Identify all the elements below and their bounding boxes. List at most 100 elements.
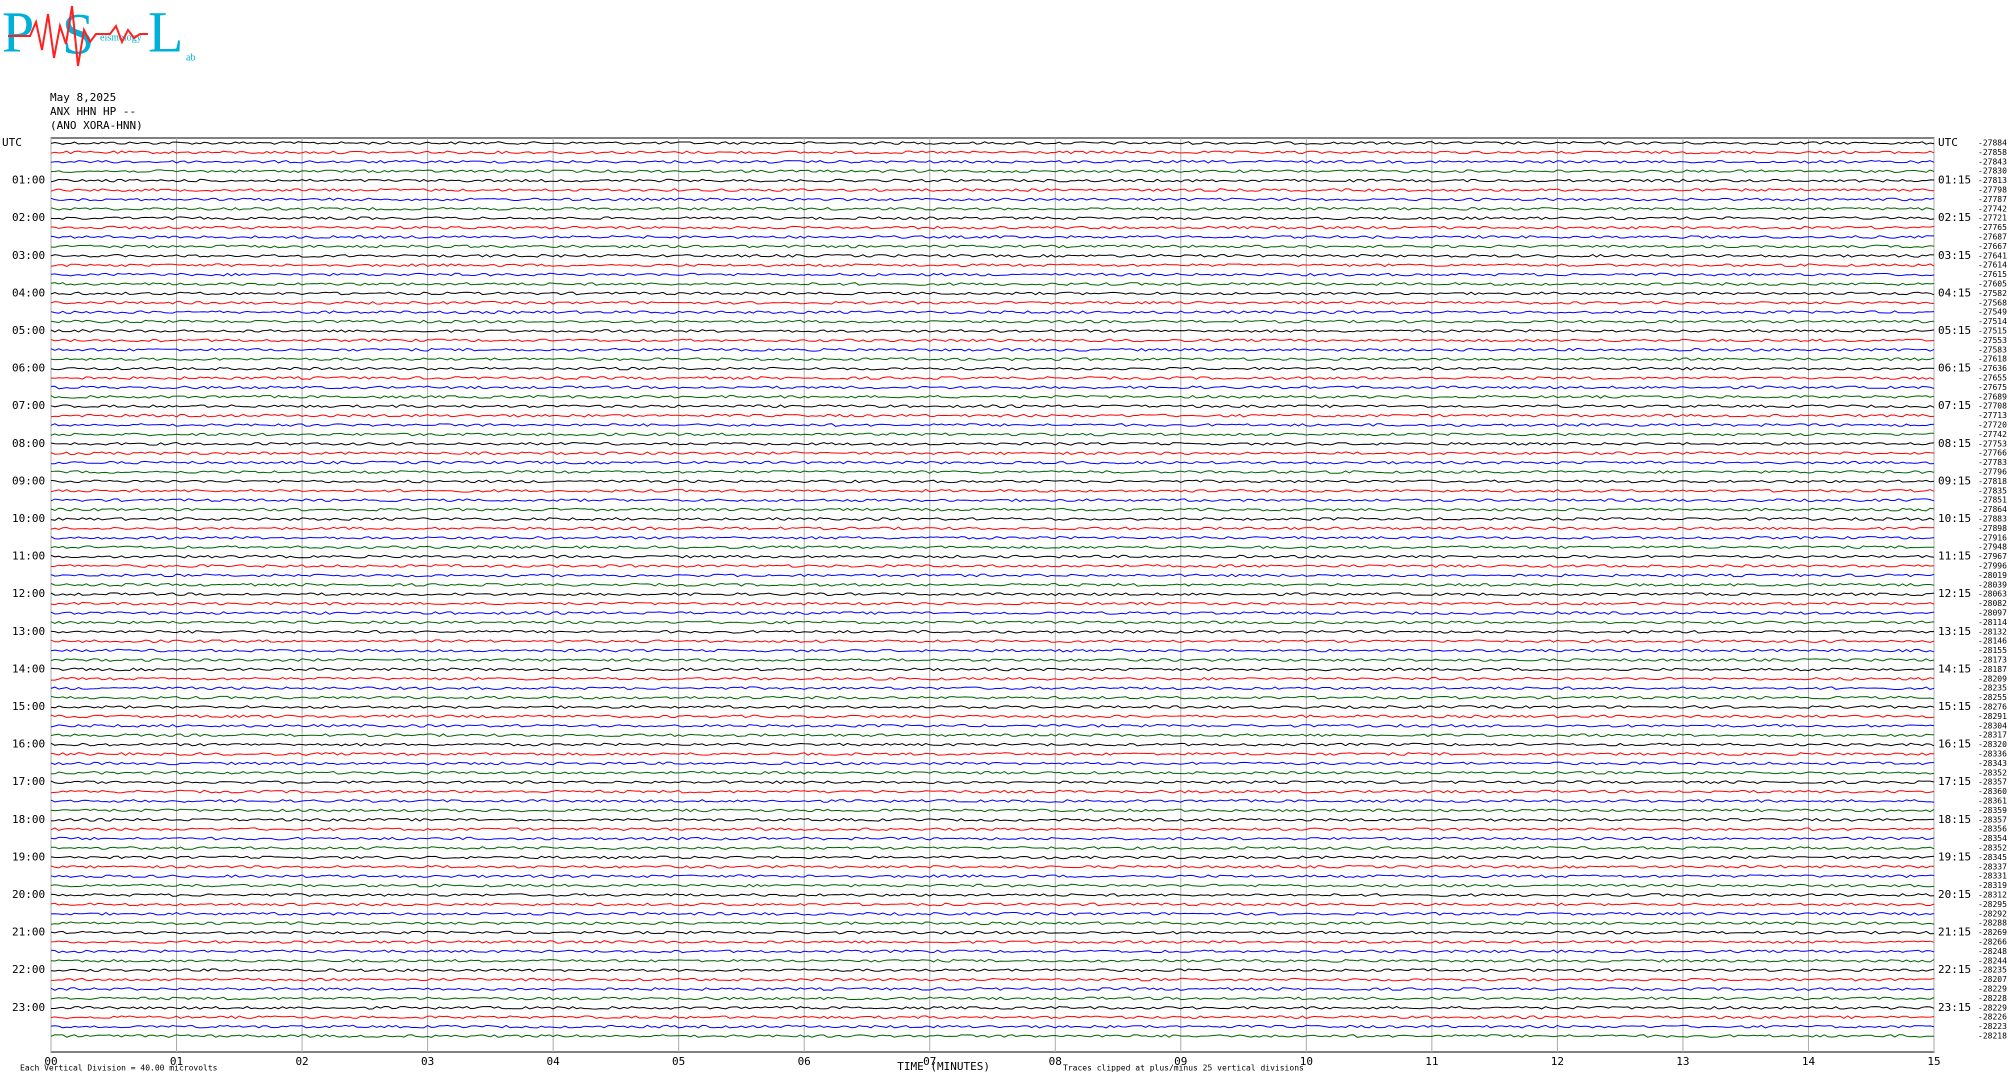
trace-offset: -28295	[1978, 900, 2007, 909]
trace-offset: -27583	[1978, 345, 2007, 354]
trace	[50, 545, 1935, 550]
trace	[50, 432, 1934, 437]
trace-offset: -28229	[1978, 985, 2007, 994]
trace	[51, 1005, 1935, 1010]
trace-offset: -27864	[1978, 505, 2007, 514]
trace	[50, 761, 1934, 766]
trace	[50, 517, 1935, 521]
trace-offset: -27796	[1978, 468, 2007, 477]
trace-offset: -27549	[1978, 308, 2007, 317]
logo-wave	[8, 5, 148, 67]
trace	[50, 611, 1935, 615]
trace	[50, 159, 1935, 164]
trace-offset: -27618	[1978, 355, 2007, 364]
trace	[50, 705, 1935, 709]
trace-offset: -27641	[1978, 251, 2007, 260]
hour-label-left: 10:00	[12, 512, 45, 525]
trace-offset: -28173	[1978, 656, 2007, 665]
trace	[50, 479, 1935, 484]
hour-label-right: 15:15	[1938, 700, 1971, 713]
trace	[50, 864, 1935, 869]
trace	[50, 742, 1935, 747]
trace	[50, 573, 1935, 578]
trace	[50, 441, 1935, 446]
trace-offset: -28357	[1978, 815, 2007, 824]
trace	[50, 385, 1935, 390]
hour-label-left: 03:00	[12, 249, 45, 262]
trace	[50, 930, 1935, 935]
hour-label-right: UTC	[1938, 136, 1958, 149]
hour-label-left: 16:00	[12, 738, 45, 751]
trace	[50, 987, 1935, 991]
trace	[50, 178, 1935, 183]
trace-offset: -27787	[1978, 195, 2007, 204]
hour-label-right: 01:15	[1938, 174, 1971, 187]
hour-label-left: 05:00	[12, 324, 45, 337]
trace	[50, 244, 1935, 249]
trace-offset: -27514	[1978, 317, 2007, 326]
hour-label-right: 03:15	[1938, 249, 1971, 262]
trace	[50, 827, 1935, 832]
trace-offset: -28336	[1978, 750, 2007, 759]
trace-offset: -28019	[1978, 571, 2007, 580]
x-tick-label: 02	[295, 1055, 308, 1068]
trace	[50, 752, 1935, 756]
trace-offset: -28039	[1978, 580, 2007, 589]
hour-label-right: 07:15	[1938, 399, 1971, 412]
trace-offset: -27721	[1978, 214, 2007, 223]
hour-label-left: 06:00	[12, 362, 45, 375]
trace-offset: -28146	[1978, 637, 2007, 646]
trace	[50, 216, 1935, 221]
trace	[50, 319, 1935, 324]
trace-offset: -28357	[1978, 778, 2007, 787]
title-line: ANX HHN HP --	[50, 105, 136, 118]
hour-label-left: 04:00	[12, 286, 45, 299]
trace	[50, 620, 1935, 625]
trace-offset: -28207	[1978, 975, 2007, 984]
trace-offset: -27884	[1978, 139, 2007, 148]
hour-label-left: 01:00	[12, 174, 45, 187]
trace-offset: -27582	[1978, 289, 2007, 298]
trace-offset: -28343	[1978, 759, 2007, 768]
trace-offset: -27883	[1978, 515, 2007, 524]
x-tick-label: 03	[421, 1055, 434, 1068]
trace-offset: -28229	[1978, 1003, 2007, 1012]
trace	[50, 629, 1935, 634]
trace	[50, 723, 1935, 728]
hour-label-left: 15:00	[12, 700, 45, 713]
trace	[50, 526, 1935, 531]
hour-label-right: 10:15	[1938, 512, 1971, 525]
trace	[50, 695, 1935, 700]
hour-label-right: 13:15	[1938, 625, 1971, 638]
trace	[50, 357, 1935, 362]
hour-label-left: 20:00	[12, 888, 45, 901]
trace	[50, 235, 1934, 239]
trace-offset: -27667	[1978, 242, 2007, 251]
logo-caption: ab	[186, 52, 195, 63]
x-tick-label: 11	[1425, 1055, 1438, 1068]
trace-offset: -27605	[1978, 280, 2007, 289]
trace-offset: -28266	[1978, 938, 2007, 947]
trace	[50, 347, 1935, 352]
trace-offset: -27798	[1978, 186, 2007, 195]
trace-offset: -28352	[1978, 844, 2007, 853]
trace-offset: -27655	[1978, 374, 2007, 383]
logo-letter: L	[148, 0, 183, 64]
trace	[50, 197, 1935, 202]
x-axis-label: TIME (MINUTES)	[897, 1060, 990, 1073]
hour-label-left: 12:00	[12, 587, 45, 600]
trace	[50, 949, 1935, 954]
trace-offset: -27708	[1978, 402, 2007, 411]
trace	[50, 940, 1935, 944]
trace-offset: -27753	[1978, 439, 2007, 448]
trace-offset: -28331	[1978, 872, 2007, 881]
trace-offset: -28276	[1978, 703, 2007, 712]
x-tick-label: 07	[923, 1055, 936, 1068]
trace	[50, 808, 1935, 813]
hour-label-right: 04:15	[1938, 286, 1971, 299]
trace-offset: -28228	[1978, 994, 2007, 1003]
trace	[50, 263, 1935, 268]
x-tick-label: 15	[1927, 1055, 1940, 1068]
trace	[50, 291, 1935, 296]
x-tick-label: 04	[547, 1055, 561, 1068]
